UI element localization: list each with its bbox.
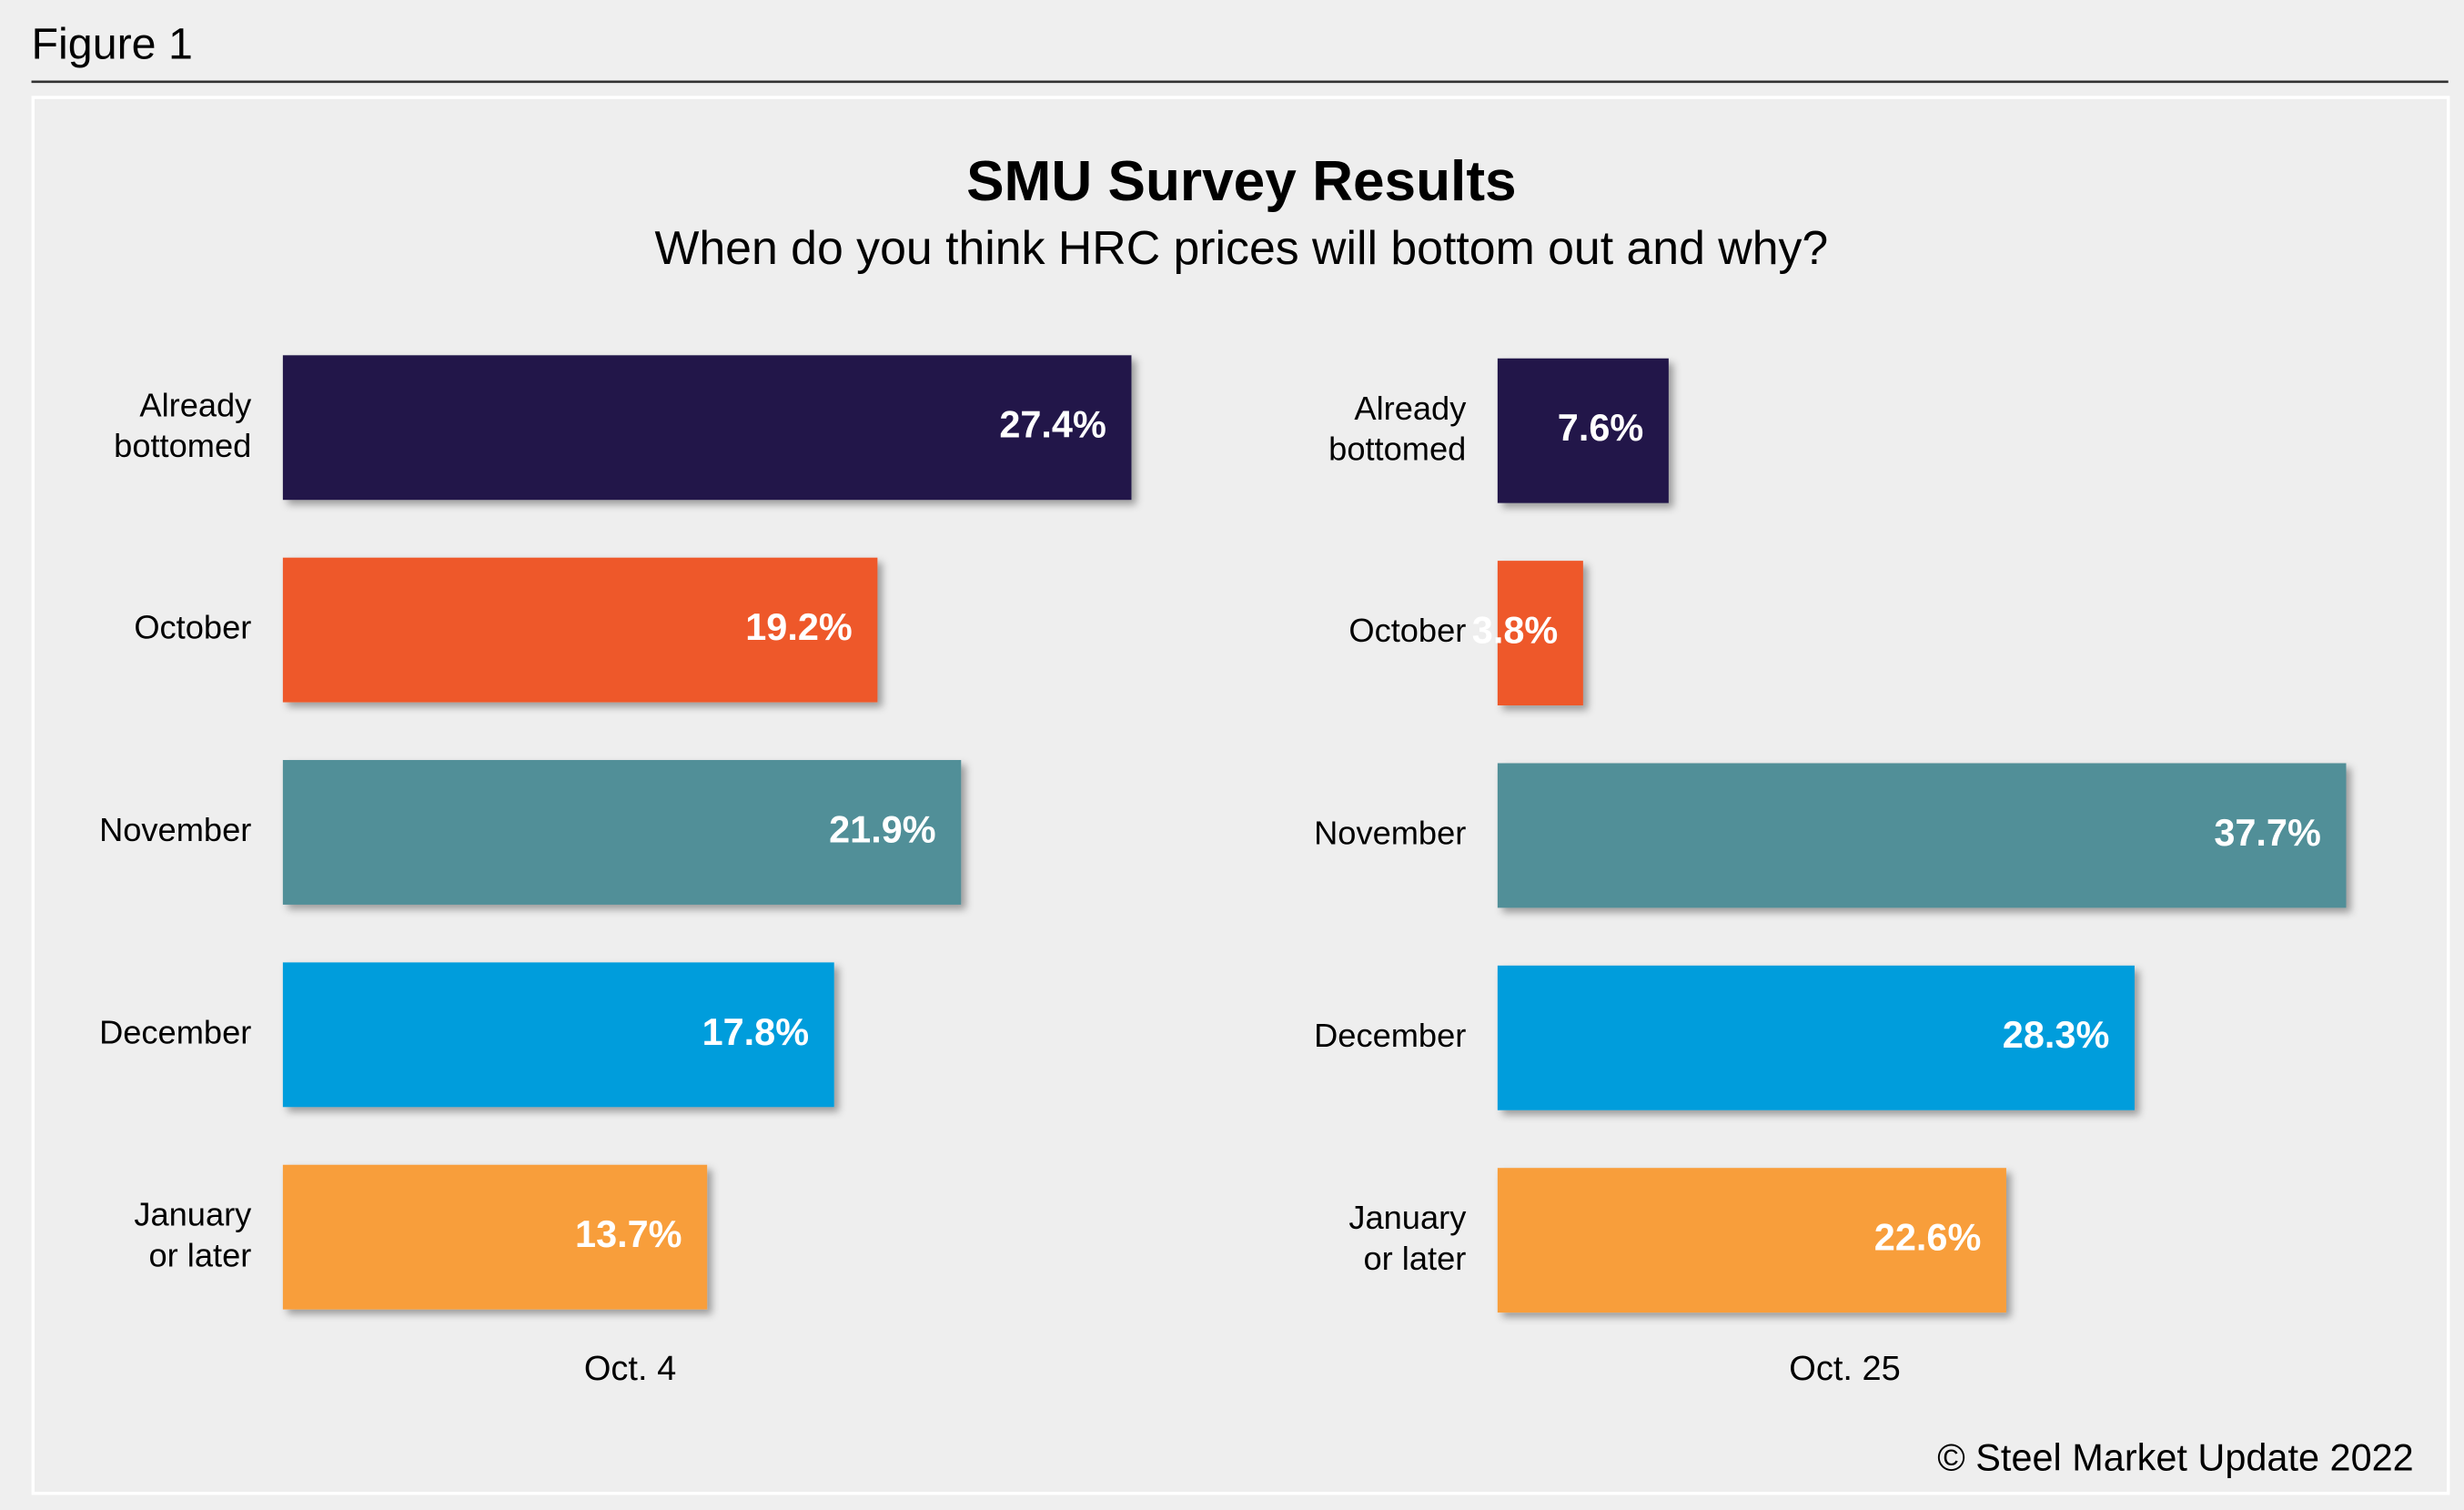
bar xyxy=(282,1164,708,1310)
chart-title: SMU Survey Results xyxy=(966,150,1517,213)
value-label: 3.8% xyxy=(1472,609,1558,652)
category-label: November xyxy=(99,811,251,848)
value-label: 7.6% xyxy=(1558,406,1643,449)
x-axis-label: Oct. 4 xyxy=(584,1350,676,1388)
copyright: © Steel Market Update 2022 xyxy=(1937,1435,2413,1478)
category-label: November xyxy=(1314,815,1466,852)
x-axis-label: Oct. 25 xyxy=(1789,1350,1900,1388)
bar xyxy=(282,962,834,1108)
category-label: Already bottomed xyxy=(114,386,252,464)
bar xyxy=(282,760,962,905)
value-label: 13.7% xyxy=(575,1212,682,1255)
bar xyxy=(1497,358,1669,503)
category-label: January or later xyxy=(1348,1199,1467,1277)
bar xyxy=(1497,763,2347,908)
value-label: 28.3% xyxy=(2003,1013,2110,1056)
category-label: December xyxy=(1314,1017,1466,1054)
value-label: 27.4% xyxy=(999,403,1106,446)
bar xyxy=(1497,1168,2006,1313)
bar xyxy=(282,355,1132,501)
category-label: October xyxy=(1348,612,1466,649)
figure-label: Figure 1 xyxy=(32,20,193,69)
bar xyxy=(1497,965,2135,1110)
value-label: 17.8% xyxy=(702,1010,809,1053)
chart-subtitle: When do you think HRC prices will bottom… xyxy=(654,221,1828,274)
bar xyxy=(282,557,878,703)
value-label: 22.6% xyxy=(1874,1216,1982,1259)
value-label: 37.7% xyxy=(2214,811,2321,854)
category-label: October xyxy=(134,609,251,646)
category-label: January or later xyxy=(134,1195,252,1273)
value-label: 21.9% xyxy=(829,807,935,850)
value-label: 19.2% xyxy=(745,605,852,648)
category-label: Already bottomed xyxy=(1328,389,1467,467)
bar xyxy=(1497,561,1583,706)
category-label: December xyxy=(99,1013,251,1050)
